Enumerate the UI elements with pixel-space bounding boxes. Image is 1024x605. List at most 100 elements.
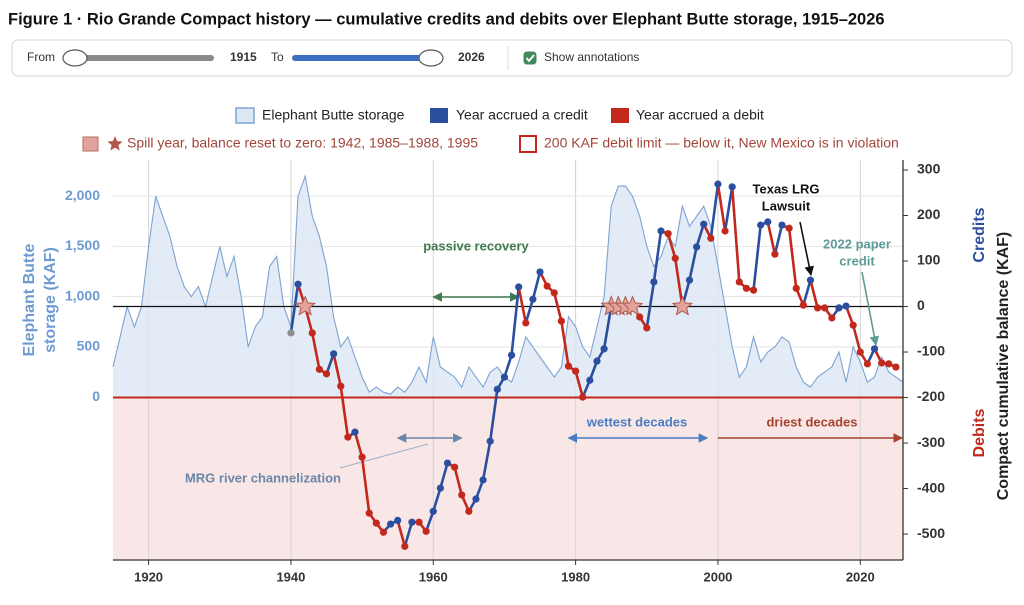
balance-segment (802, 278, 812, 307)
balance-point (707, 234, 715, 242)
annotation-text: passive recovery (423, 238, 529, 253)
slider-knob[interactable] (418, 49, 444, 67)
balance-segment (716, 182, 727, 233)
balance-segment (723, 185, 734, 233)
legend-swatch (235, 107, 255, 124)
balance-point (664, 230, 672, 238)
y2-debits-label: Debits (971, 408, 988, 457)
checkbox[interactable] (523, 51, 537, 65)
balance-segment (510, 285, 520, 357)
annotation-text: driest decades (766, 414, 857, 429)
balance-point (322, 370, 331, 378)
x-tick-label: 2000 (703, 569, 732, 584)
x-tick-label: 1960 (419, 569, 448, 584)
y-axis-title: Elephant Butte (21, 243, 38, 356)
y-axis-title: storage (KAF) (42, 247, 59, 353)
balance-segment (809, 278, 819, 310)
balance-segment (531, 270, 542, 301)
balance-point (515, 283, 523, 291)
debit-region (113, 397, 903, 560)
annotation-leader (339, 443, 429, 469)
x-tick-label: 1980 (561, 569, 590, 584)
balance-point (856, 348, 864, 356)
slider-track (64, 55, 214, 61)
balance-segment (709, 182, 720, 240)
legend-label: 200 KAF debit limit — below it, New Mexi… (544, 135, 899, 151)
balance-point (600, 345, 608, 353)
balance-point (714, 180, 722, 188)
annotation-text: credit (839, 253, 875, 268)
x-tick-label: 1940 (276, 569, 305, 584)
annotation-text: Texas LRG (753, 181, 820, 196)
legend-swatch (611, 108, 629, 123)
balance-point (557, 317, 565, 325)
balance-point (785, 224, 793, 232)
legend-swatch (519, 135, 537, 153)
balance-segment (310, 331, 321, 371)
controls-bar (11, 39, 1013, 77)
balance-point (693, 243, 701, 251)
slider-track (292, 55, 442, 61)
check-mark (525, 54, 535, 63)
legend-star (107, 136, 123, 151)
balance-segment (688, 245, 698, 282)
y-tick-label: 2,000 (65, 187, 100, 203)
balance-point (643, 324, 651, 332)
balance-point (700, 220, 708, 228)
balance-point (849, 321, 857, 329)
balance-point (330, 350, 338, 358)
balance-segment (431, 486, 442, 513)
balance-point (394, 516, 402, 525)
balance-point (500, 373, 509, 381)
y2-tick-label: 300 (917, 161, 941, 177)
balance-point (458, 491, 466, 499)
balance-point (728, 183, 736, 191)
balance-point (721, 227, 729, 235)
balance-point (579, 393, 587, 401)
from-label: From (27, 50, 55, 64)
balance-point (344, 433, 352, 441)
balance-point (436, 484, 444, 492)
balance-point (486, 437, 494, 445)
balance-segment (730, 185, 741, 284)
balance-point (443, 459, 452, 467)
balance-point (543, 282, 551, 290)
balance-point (586, 376, 594, 384)
balance-point (507, 351, 516, 359)
balance-point (778, 221, 786, 229)
y2-tick-label: 0 (917, 297, 925, 313)
balance-point (337, 382, 345, 390)
balance-point (771, 250, 779, 258)
balance-point (465, 507, 473, 515)
balance-segment (439, 461, 449, 490)
balance-point (287, 329, 295, 337)
legend-label: Spill year, balance reset to zero: 1942,… (127, 135, 478, 151)
x-tick-label: 1920 (134, 569, 163, 584)
y2-tick-label: 100 (917, 252, 941, 268)
to-value: 2026 (458, 50, 485, 64)
balance-point (806, 276, 815, 284)
storage-area (113, 176, 903, 398)
balance-point (372, 519, 380, 527)
balance-point (870, 345, 879, 353)
balance-point (365, 509, 373, 517)
balance-segment (552, 291, 563, 323)
balance-point (493, 385, 501, 393)
balance-point (813, 304, 822, 312)
balance-point (835, 304, 843, 312)
y2-tick-label: -400 (917, 479, 945, 495)
balance-segment (645, 280, 656, 330)
balance-point (799, 301, 807, 309)
balance-segment (574, 369, 585, 399)
balance-segment (560, 319, 570, 368)
balance-point (415, 518, 423, 526)
balance-point (351, 428, 359, 436)
spill-star (294, 295, 316, 316)
legend-label: Year accrued a credit (456, 107, 588, 123)
slider-knob[interactable] (62, 49, 88, 67)
balance-point (650, 278, 658, 286)
balance-segment (517, 285, 528, 325)
annotations-toggle-label[interactable]: Show annotations (544, 50, 639, 64)
